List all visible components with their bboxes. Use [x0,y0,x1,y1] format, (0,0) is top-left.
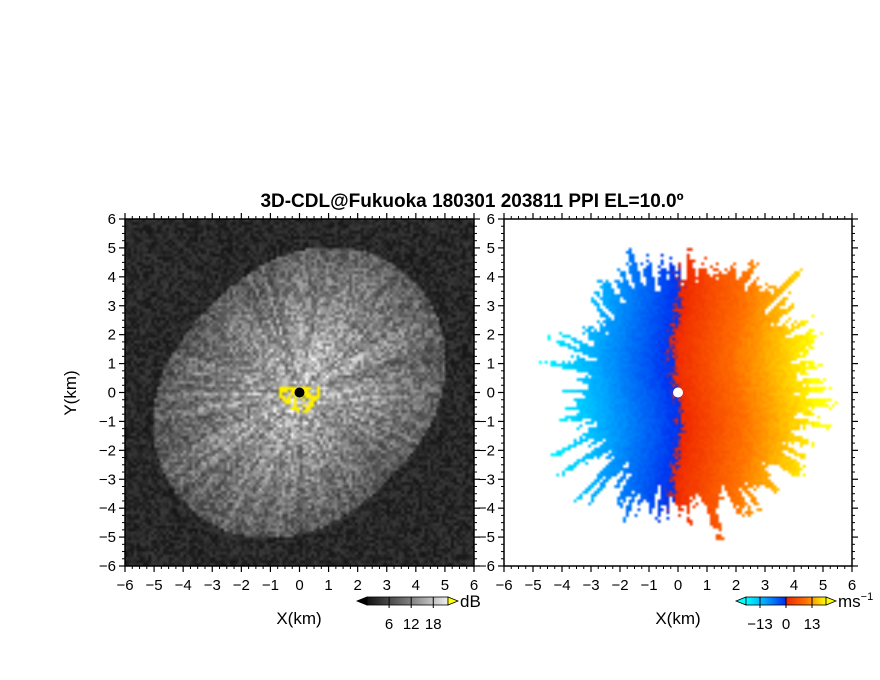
x-tick-label: 1 [324,577,332,594]
left-x-axis-label: X(km) [276,609,321,628]
y-tick-label: −3 [99,471,116,488]
x-tick-label: −4 [175,577,192,594]
x-tick-label: −5 [146,577,163,594]
x-tick-label: 3 [761,577,769,594]
x-tick-label: −6 [116,577,133,594]
left-y-axis-label: Y(km) [61,370,80,415]
colorbar-body [366,596,449,606]
x-tick-label: 1 [703,577,711,594]
velocity-marks [673,387,683,398]
y-tick-label: 6 [487,211,495,228]
reflectivity-axes: −6 −5 −4 −3 −2 −1 0 1 2 3 4 5 6 −6 −5 −4 −3 −2 −1 0 1 2 3 4 5 6 [99,211,480,594]
right-x-axis-label: X(km) [655,609,700,628]
colorbar-tick-label: 13 [804,616,821,633]
velocity-panel: −6 −5 −4 −3 −2 −1 0 1 2 3 4 5 6 −6 −5 −4 −3 −2 −1 0 1 2 3 4 5 6 X… [478,211,873,633]
x-tick-label: 0 [295,577,303,594]
colorbar-unit: dB [460,592,481,611]
x-tick-label: −3 [582,577,599,594]
y-tick-label: −5 [478,529,495,546]
x-tick-label: −2 [611,577,628,594]
y-tick-label: 0 [487,385,495,402]
colorbar-unit-exponent: −1 [861,591,874,603]
x-tick-label: 5 [819,577,827,594]
y-tick-label: 5 [487,240,495,257]
y-tick-label: 3 [487,298,495,315]
colorbar-tick-label: 6 [385,616,393,633]
y-tick-label: 1 [108,356,116,373]
y-tick-label: −5 [99,529,116,546]
x-tick-label: −2 [233,577,250,594]
y-tick-label: 4 [487,269,495,286]
y-tick-label: 3 [108,298,116,315]
y-tick-label: 4 [108,269,116,286]
y-tick-label: −1 [478,413,495,430]
x-tick-label: −3 [204,577,221,594]
x-tick-label: 4 [790,577,798,594]
y-tick-label: 1 [487,356,495,373]
y-tick-label: −2 [478,442,495,459]
radar-site-marker [673,387,683,398]
y-tick-label: 6 [108,211,116,228]
chart-title: 3D-CDL@Fukuoka 180301 203811 PPI EL=10.0… [260,191,683,212]
x-tick-label: 6 [848,577,856,594]
y-tick-label: 0 [108,385,116,402]
x-tick-label: −1 [640,577,657,594]
y-tick-label: 5 [108,240,116,257]
x-tick-label: 4 [412,577,420,594]
x-tick-label: 5 [441,577,449,594]
colorbar-low-arrow [355,596,368,606]
y-tick-label: −4 [478,500,495,517]
x-tick-label: −5 [524,577,541,594]
y-tick-label: 2 [487,327,495,344]
x-tick-label: −4 [553,577,570,594]
colorbar-low-arrow [734,596,747,606]
velocity-colorbar: −13 0 13 ms−1 [734,591,873,633]
y-tick-label: −4 [99,500,116,517]
y-tick-label: 2 [108,327,116,344]
x-tick-label: −1 [262,577,279,594]
colorbar-tick-label: 12 [403,616,420,633]
x-tick-label: 0 [674,577,682,594]
colorbar-tick-label: −13 [747,616,772,633]
colorbar-high-arrow [447,596,460,606]
colorbar-tick-label: 0 [782,616,790,633]
y-tick-label: −3 [478,471,495,488]
colorbar-high-arrow [825,596,838,606]
x-tick-label: 2 [732,577,740,594]
x-tick-label: 6 [470,577,478,594]
y-tick-label: −6 [478,558,495,575]
x-tick-label: 3 [383,577,391,594]
y-tick-label: −1 [99,413,116,430]
y-tick-label: −6 [99,558,116,575]
y-tick-label: −2 [99,442,116,459]
colorbar-unit: ms−1 [838,591,873,611]
reflectivity-marks [294,387,305,398]
colorbar-tick-label: 18 [425,616,442,633]
x-tick-label: 2 [353,577,361,594]
x-tick-label: −6 [495,577,512,594]
radar-site-marker [294,387,305,398]
velocity-axes: −6 −5 −4 −3 −2 −1 0 1 2 3 4 5 6 −6 −5 −4 −3 −2 −1 0 1 2 3 4 5 6 [478,211,858,594]
reflectivity-colorbar: 6 12 18 dB [355,592,481,633]
